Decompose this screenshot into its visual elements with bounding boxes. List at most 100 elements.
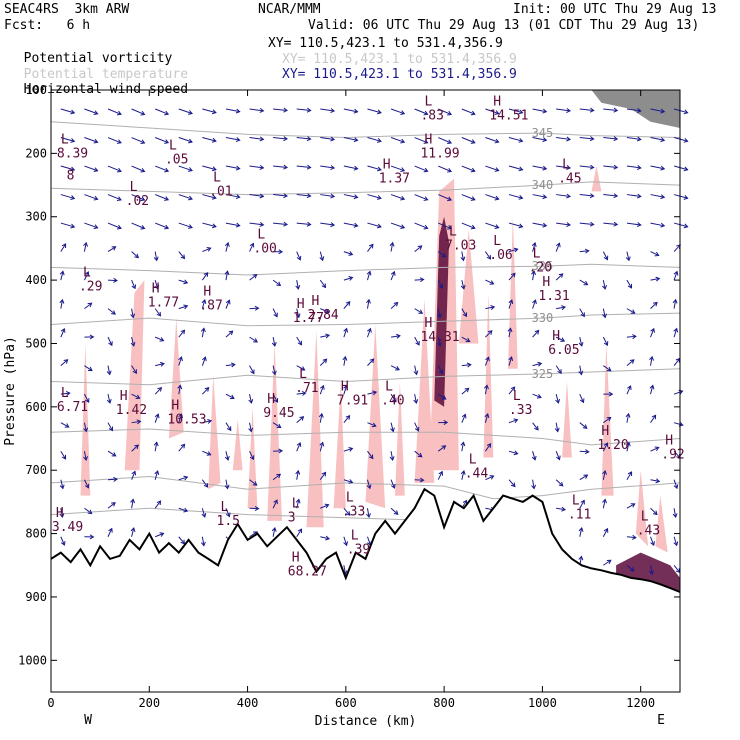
wind-vector-352	[578, 365, 584, 376]
pv-value-34: .11	[568, 508, 591, 523]
wind-vector-92	[178, 443, 186, 452]
wind-vector-103	[201, 299, 207, 309]
wind-vector-53	[131, 251, 140, 259]
wind-vector-184	[320, 333, 331, 339]
y-tick-label-5: 600	[25, 400, 47, 414]
wind-vector-88	[178, 329, 186, 338]
wind-vector-12	[60, 450, 67, 460]
wind-vector-50	[131, 165, 146, 173]
wind-vector-393	[626, 564, 635, 572]
pv-value-29: .33	[509, 403, 532, 418]
pv-symbol-21: H	[383, 158, 391, 173]
wind-vector-355	[579, 449, 590, 455]
wind-vector-159	[271, 526, 277, 537]
wind-vector-87	[178, 304, 189, 310]
wind-vector-114	[225, 165, 241, 171]
pv-shade-10	[395, 381, 405, 496]
pv-value-14: 6.71	[57, 400, 88, 415]
wind-vector-418	[672, 298, 678, 309]
theta-contour-4	[50, 368, 681, 386]
x-tick-label-0: 0	[47, 696, 54, 710]
wind-vector-28	[83, 451, 89, 461]
wind-vector-296	[484, 413, 490, 423]
wind-vector-19	[84, 194, 99, 201]
wind-vector-91	[178, 413, 183, 423]
wind-vector-37	[107, 246, 117, 253]
wind-vector-252	[414, 422, 420, 432]
y-tick-label-7: 800	[25, 527, 47, 541]
wind-vector-420	[673, 357, 681, 366]
wind-vector-198	[343, 251, 354, 256]
wind-vector-97	[202, 137, 217, 143]
wind-vector-391	[626, 503, 636, 509]
wind-vector-101	[202, 247, 212, 253]
y-tick-label-2: 300	[25, 210, 47, 224]
wind-vector-74	[154, 386, 163, 395]
pv-shade-9	[365, 324, 386, 509]
wind-vector-1	[60, 137, 76, 143]
wind-vector-350	[579, 308, 585, 318]
wind-vector-283	[460, 470, 466, 480]
wind-vector-331	[556, 193, 571, 199]
wind-vector-396	[650, 165, 666, 171]
wind-vector-339	[554, 422, 560, 433]
wind-vector-297	[484, 443, 492, 452]
wind-vector-288	[485, 194, 500, 201]
wind-vector-262	[437, 279, 444, 290]
wind-vector-150	[272, 279, 282, 287]
wind-vector-154	[272, 393, 279, 403]
wind-vector-156	[273, 448, 284, 454]
wind-vector-213	[367, 194, 382, 200]
wind-vector-102	[201, 272, 209, 281]
wind-vector-5	[60, 243, 67, 252]
pv-value-19: 14.51	[489, 108, 528, 123]
wind-vector-202	[342, 355, 348, 366]
pv-symbol-33: L	[346, 490, 354, 505]
wind-vector-402	[650, 327, 655, 338]
pv-value-24: .06	[489, 248, 512, 263]
pv-symbol-12: H	[341, 380, 349, 395]
wind-vector-290	[484, 251, 492, 260]
wind-vector-317	[532, 194, 548, 200]
wind-vector-95	[178, 536, 186, 545]
pv-value-10: 1.77	[293, 311, 324, 326]
wind-vector-200	[343, 301, 351, 309]
wind-vector-113	[225, 137, 241, 143]
wind-vector-203	[343, 384, 349, 395]
wind-vector-356	[579, 474, 589, 481]
pv-value-22: .45	[558, 172, 581, 187]
wind-vector-397	[650, 194, 666, 200]
wind-vector-414	[673, 194, 689, 200]
legend-theta-xy: XY= 110.5,423.1 to 531.4,356.9	[282, 52, 517, 67]
pv-value-39: .39	[347, 542, 370, 557]
wind-vector-180	[320, 222, 336, 228]
wind-vector-316	[532, 165, 548, 171]
wind-vector-160	[296, 107, 312, 113]
wind-vector-0	[60, 108, 76, 115]
pv-value-26: 1.31	[538, 289, 569, 304]
wind-vector-280	[461, 387, 470, 395]
wind-vector-31	[84, 534, 95, 540]
wind-vector-55	[130, 308, 136, 319]
pv-value-31: .92	[661, 447, 684, 462]
wind-vector-125	[224, 479, 230, 490]
pv-symbol-40: H	[292, 551, 300, 566]
wind-vector-227	[390, 137, 406, 144]
wind-vector-419	[673, 327, 679, 338]
wind-vector-58	[131, 393, 141, 400]
y-tick-label-9: 1000	[18, 653, 47, 667]
wind-vector-13	[59, 479, 65, 490]
wind-vector-171	[296, 416, 305, 424]
wind-vector-336	[555, 336, 566, 342]
wind-vector-232	[390, 270, 396, 281]
pv-symbol-15: H	[120, 389, 128, 404]
wind-vector-282	[460, 441, 466, 452]
wind-vector-layer	[59, 107, 689, 576]
wind-vector-188	[319, 441, 325, 452]
wind-vector-110	[201, 508, 207, 518]
wind-vector-89	[178, 356, 183, 366]
wind-vector-408	[650, 507, 658, 516]
pv-value-25: .20	[529, 260, 552, 275]
wind-vector-18	[84, 165, 99, 173]
wind-vector-291	[485, 279, 495, 285]
